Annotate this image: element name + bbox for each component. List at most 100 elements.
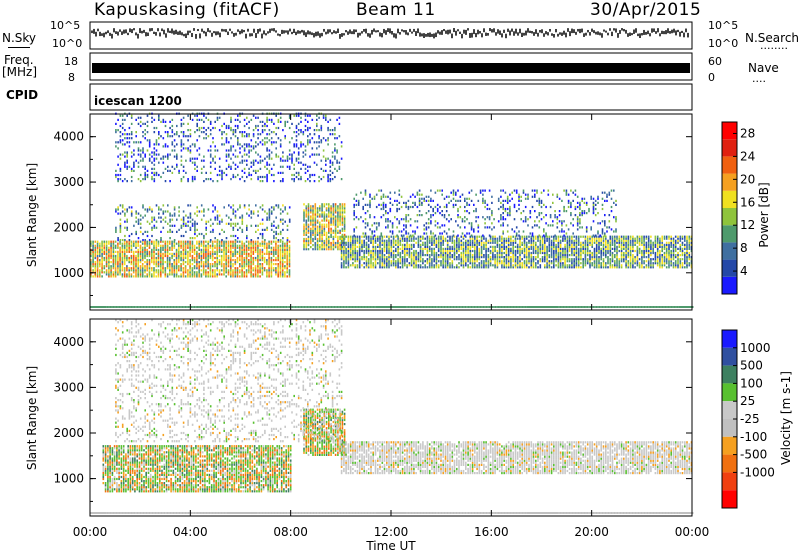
data-cell: [510, 256, 512, 259]
data-cell: [155, 226, 158, 229]
data-cell: [386, 256, 388, 259]
data-cell: [557, 262, 560, 265]
data-cell: [252, 275, 255, 278]
data-cell: [325, 213, 328, 216]
data-cell: [600, 264, 602, 267]
data-cell: [525, 264, 528, 267]
data-cell: [205, 254, 207, 258]
data-cell: [341, 241, 344, 245]
data-cell: [259, 248, 261, 251]
data-cell: [494, 241, 496, 244]
data-cell: [227, 246, 230, 249]
data-cell: [347, 254, 350, 257]
data-cell: [430, 205, 432, 209]
data-cell: [153, 271, 155, 274]
data-cell: [339, 231, 341, 234]
data-cell: [216, 214, 219, 217]
data-cell: [284, 244, 286, 247]
data-cell: [96, 256, 99, 260]
data-cell: [647, 237, 650, 240]
data-cell: [419, 247, 422, 250]
data-cell: [528, 245, 530, 248]
data-cell: [473, 203, 475, 206]
data-cell: [232, 275, 234, 278]
data-cell: [413, 262, 415, 265]
data-cell: [286, 254, 288, 258]
data-cell: [441, 232, 443, 235]
data-cell: [553, 258, 555, 261]
data-cell: [618, 262, 621, 265]
data-cell: [187, 216, 189, 219]
data-cell: [600, 237, 602, 240]
data-cell: [395, 241, 397, 244]
data-cell: [391, 230, 394, 233]
data-cell: [638, 237, 641, 240]
data-cell: [435, 245, 438, 248]
data-cell: [128, 259, 130, 262]
data-cell: [239, 216, 241, 219]
data-cell: [643, 243, 645, 246]
data-cell: [661, 256, 663, 259]
data-cell: [248, 252, 250, 255]
data-cell: [169, 214, 171, 217]
data-cell: [422, 260, 424, 263]
data-cell: [417, 256, 420, 259]
data-cell: [225, 244, 227, 247]
data-cell: [491, 228, 493, 231]
data-cell: [162, 265, 164, 268]
data-cell: [209, 250, 212, 253]
data-cell: [566, 258, 569, 261]
data-cell: [259, 254, 261, 258]
data-cell: [305, 244, 308, 247]
data-cell: [546, 245, 548, 248]
data-cell: [349, 254, 352, 257]
data-cell: [451, 245, 454, 248]
data-cell: [305, 225, 308, 228]
data-cell: [312, 244, 314, 247]
data-cell: [218, 250, 221, 253]
data-cell: [279, 244, 282, 247]
data-cell: [670, 264, 672, 267]
data-cell: [418, 210, 421, 213]
data-cell: [485, 251, 487, 255]
data-cell: [175, 252, 178, 255]
data-cell: [166, 265, 169, 268]
data-cell: [643, 262, 645, 265]
data-cell: [148, 271, 151, 274]
data-cell: [656, 237, 659, 240]
data-cell: [605, 237, 607, 240]
data-cell: [441, 224, 443, 227]
data-cell: [263, 267, 266, 270]
data-cell: [469, 235, 472, 238]
data-cell: [530, 251, 533, 255]
data-cell: [99, 263, 101, 266]
data-cell: [451, 262, 454, 265]
data-cell: [582, 266, 584, 269]
data-cell: [486, 226, 489, 229]
data-cell: [404, 254, 406, 257]
data-cell: [688, 251, 691, 255]
data-cell: [370, 266, 372, 269]
data-cell: [343, 249, 345, 253]
data-cell: [541, 243, 544, 246]
data-cell: [237, 222, 239, 225]
data-cell: [259, 267, 261, 270]
data-cell: [90, 259, 92, 262]
data-cell: [443, 197, 446, 200]
data-cell: [647, 264, 650, 267]
data-cell: [386, 251, 388, 255]
data-cell: [370, 260, 372, 263]
data-cell: [665, 258, 668, 261]
data-cell: [132, 252, 135, 255]
data-cell: [433, 256, 435, 259]
data-cell: [123, 263, 126, 266]
data-cell: [135, 261, 137, 264]
data-cell: [654, 245, 657, 248]
data-cell: [268, 259, 270, 262]
data-cell: [432, 199, 434, 202]
data-cell: [614, 243, 616, 246]
data-cell: [629, 247, 632, 250]
data-cell: [314, 213, 317, 216]
data-cell: [436, 222, 439, 225]
data-cell: [121, 261, 124, 264]
